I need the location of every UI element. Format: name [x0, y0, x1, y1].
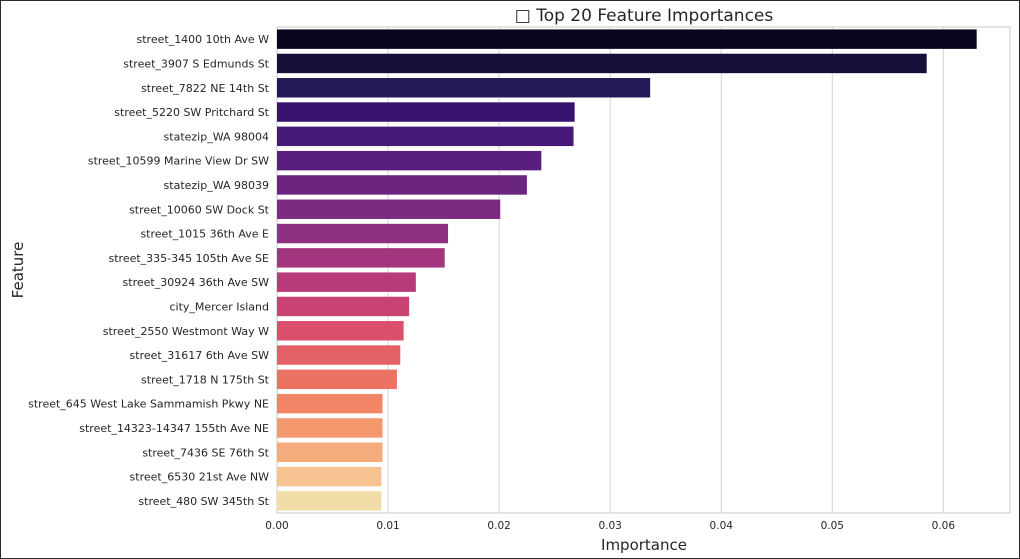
- bar: [277, 345, 401, 365]
- bar: [277, 296, 410, 317]
- bar: [277, 466, 382, 487]
- x-tick-label: 0.05: [821, 520, 844, 532]
- y-tick-label: street_2550 Westmont Way W: [103, 325, 269, 338]
- y-tick-label: street_10599 Marine View Dr SW: [88, 155, 269, 168]
- x-axis-label: Importance: [601, 536, 687, 554]
- y-tick-label: street_5220 SW Pritchard St: [114, 106, 269, 119]
- y-tick-label: street_14323-14347 155th Ave NE: [79, 422, 269, 435]
- bar: [277, 418, 383, 438]
- x-tick-label: 0.00: [265, 520, 288, 532]
- bar: [277, 175, 527, 195]
- y-tick-label: street_7436 SE 76th St: [142, 446, 269, 459]
- y-tick-label: street_1718 N 175th St: [141, 373, 270, 386]
- bar: [277, 369, 397, 390]
- y-tick-label: street_7822 NE 14th St: [141, 82, 270, 95]
- bar: [277, 223, 449, 244]
- y-tick-label: street_3907 S Edmunds St: [123, 57, 269, 70]
- x-tick-label: 0.04: [710, 520, 734, 532]
- y-axis-label: Feature: [9, 242, 27, 299]
- y-tick-label: street_1015 36th Ave E: [140, 228, 269, 241]
- y-tick-label: street_480 SW 345th St: [138, 495, 269, 508]
- x-tick-label: 0.03: [598, 520, 621, 532]
- x-tick-label: 0.01: [376, 520, 399, 532]
- x-tick-label: 0.02: [487, 520, 510, 532]
- bar: [277, 199, 501, 219]
- bars: [277, 29, 977, 511]
- bar: [277, 150, 542, 171]
- y-tick-label: street_645 West Lake Sammamish Pkwy NE: [28, 398, 269, 411]
- bar: [277, 248, 445, 268]
- bar: [277, 126, 574, 147]
- bar: [277, 102, 575, 122]
- bar: [277, 53, 927, 74]
- y-tick-label: street_10060 SW Dock St: [129, 203, 270, 216]
- y-tick-label: statezip_WA 98004: [164, 130, 269, 143]
- y-tick-label: street_1400 10th Ave W: [137, 33, 270, 46]
- bar: [277, 491, 382, 511]
- y-tick-label: city_Mercer Island: [169, 300, 269, 313]
- y-tick-label: street_31617 6th Ave SW: [130, 349, 270, 362]
- y-tick-label: street_335-345 105th Ave SE: [109, 252, 270, 265]
- bar: [277, 442, 383, 462]
- x-tick-label: 0.06: [932, 520, 956, 532]
- x-tick-labels: 0.00 0.01 0.02 0.03 0.04 0.05 0.06: [265, 520, 955, 532]
- y-tick-label: statezip_WA 98039: [164, 179, 269, 192]
- bar: [277, 321, 404, 341]
- chart-title: □ Top 20 Feature Importances: [515, 6, 774, 26]
- y-tick-label: street_6530 21st Ave NW: [130, 471, 270, 484]
- bar: [277, 78, 651, 98]
- bar: [277, 393, 383, 414]
- plot-area: [276, 26, 1011, 514]
- y-tick-labels: street_1400 10th Ave W street_3907 S Edmu…: [28, 33, 270, 508]
- y-tick-label: street_30924 36th Ave SW: [123, 276, 270, 289]
- bar: [277, 272, 416, 292]
- bar: [277, 29, 977, 49]
- grid-lines: [387, 27, 944, 513]
